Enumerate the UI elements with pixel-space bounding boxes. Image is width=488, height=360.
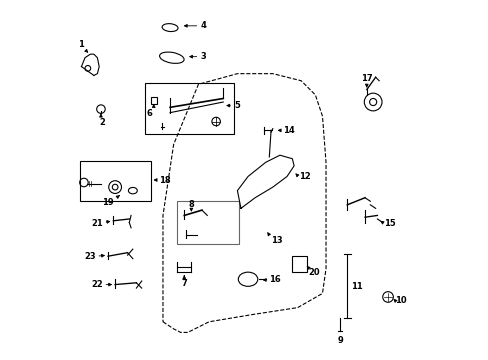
Text: 14: 14 [283,126,295,135]
Bar [145,82,233,134]
Text: 6: 6 [146,109,152,118]
Text: 22: 22 [91,280,102,289]
Text: 13: 13 [270,236,282,245]
Text: 8: 8 [188,200,194,209]
Text: 21: 21 [91,219,102,228]
Text: 23: 23 [84,252,96,261]
Text: 4: 4 [200,21,205,30]
Text: 11: 11 [350,282,362,291]
Text: 1: 1 [79,40,84,49]
Bar [80,161,150,201]
Text: 3: 3 [200,52,205,61]
Bar [150,98,157,104]
Text: 16: 16 [269,275,281,284]
Text: 2: 2 [100,118,105,127]
Bar [177,201,239,244]
Text: 15: 15 [384,219,395,228]
Text: 10: 10 [394,296,406,305]
Text: 20: 20 [307,267,319,276]
Text: 19: 19 [102,198,114,207]
Text: 5: 5 [233,101,239,110]
Text: 12: 12 [299,172,310,181]
Text: 9: 9 [337,336,343,345]
Bar [292,256,306,272]
Text: 17: 17 [360,73,372,82]
Text: 7: 7 [181,279,187,288]
Text: 18: 18 [159,176,171,185]
